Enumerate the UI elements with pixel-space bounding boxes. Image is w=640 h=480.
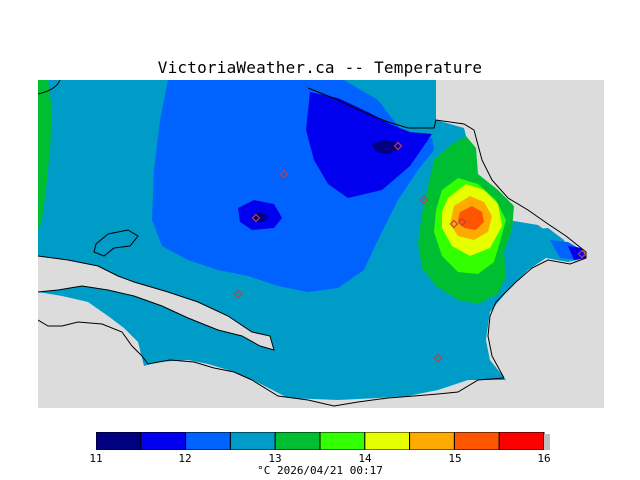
station-markers	[233, 141, 587, 363]
station-hot-a-marker[interactable]	[457, 217, 467, 227]
scale-bin-7	[409, 431, 455, 451]
sea-south	[38, 376, 338, 408]
station-upper-west-marker[interactable]	[279, 169, 289, 179]
station-hot-b-marker[interactable]	[449, 219, 459, 229]
color-scale-svg	[95, 431, 550, 451]
scale-tick-12: 12	[178, 452, 192, 465]
scale-bin-4	[274, 431, 321, 451]
scale-bin-2	[185, 431, 231, 451]
coastline-east	[473, 129, 587, 379]
station-saanich-east-marker[interactable]	[419, 195, 429, 205]
west-green-strip	[38, 80, 52, 230]
scale-shadow	[544, 434, 550, 450]
units-timestamp: °C 2026/04/21 00:17	[257, 464, 383, 477]
scale-tick-11: 11	[89, 452, 103, 465]
scale-bin-6	[364, 431, 411, 451]
sea-southwest	[38, 292, 144, 376]
scale-bin-8	[453, 431, 500, 451]
east-core	[458, 206, 484, 230]
sea-east	[486, 260, 604, 408]
scale-tick-15: 15	[448, 452, 462, 465]
map-svg	[38, 80, 604, 408]
corner-arc	[38, 80, 61, 95]
color-scale	[95, 431, 552, 451]
scale-tick-14: 14	[358, 452, 372, 465]
scale-bin-0	[95, 431, 142, 451]
station-east-point-marker[interactable]	[577, 249, 587, 259]
coastline-inlet	[38, 255, 275, 351]
coastline-north	[307, 87, 475, 131]
scale-bin-9	[498, 431, 545, 451]
sea-northeast	[436, 80, 604, 260]
scale-bin-3	[229, 431, 276, 451]
coastline-south	[38, 319, 505, 407]
map-title: VictoriaWeather.ca -- Temperature	[157, 58, 483, 77]
sea-south-east	[338, 380, 508, 408]
blue-11-5-region	[306, 92, 432, 198]
inlet-water	[38, 256, 274, 350]
station-west-central-marker[interactable]	[251, 213, 261, 223]
scale-tick-13: 13	[268, 452, 282, 465]
scale-bin-1	[140, 431, 187, 451]
color-scale-labels: 11 12 13 14 15 16	[0, 452, 640, 466]
color-scale-bins	[95, 431, 550, 451]
temperature-map[interactable]	[38, 80, 604, 408]
station-north-harbour-marker[interactable]	[393, 141, 403, 151]
scale-tick-16: 16	[537, 452, 551, 465]
navy-blob-harbour	[372, 140, 400, 154]
scale-bin-5	[319, 431, 366, 451]
station-south-marker[interactable]	[433, 353, 443, 363]
station-west-inlet-marker[interactable]	[233, 289, 243, 299]
coastline-islet	[93, 229, 139, 257]
